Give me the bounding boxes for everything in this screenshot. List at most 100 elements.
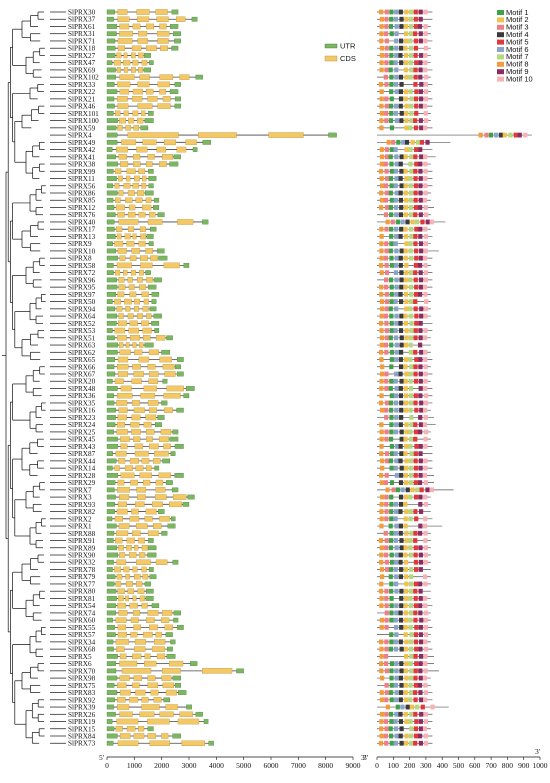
cds-block — [155, 631, 162, 638]
utr-legend-label: UTR — [340, 42, 356, 51]
motif-box — [379, 190, 384, 196]
motif-box — [414, 407, 419, 413]
motif-box — [393, 567, 398, 572]
cds-block — [117, 211, 125, 218]
motif-box — [423, 603, 428, 609]
motif-box — [418, 255, 423, 261]
utr-block — [106, 125, 117, 131]
utr-block — [106, 67, 116, 73]
utr-block — [106, 538, 114, 543]
motif-box — [379, 335, 385, 341]
utr-block — [106, 24, 118, 29]
cds-block — [147, 364, 156, 370]
gene-name: SlPRX93 — [68, 501, 96, 509]
motif-box — [398, 559, 403, 565]
motif-box — [423, 386, 428, 391]
utr-block — [106, 176, 117, 181]
cds-block — [143, 298, 149, 305]
motif-box — [393, 241, 398, 247]
motif-box — [398, 53, 403, 58]
motif-box — [418, 38, 423, 44]
cds-block — [125, 342, 130, 348]
motif-box — [405, 487, 410, 493]
utr-block — [106, 588, 117, 594]
motif-box — [408, 306, 413, 312]
motif-box — [379, 96, 384, 102]
motif-box — [384, 682, 389, 688]
cds-block — [142, 204, 152, 211]
utr-block — [172, 559, 179, 565]
motif-box — [389, 610, 394, 616]
motif-box — [398, 458, 403, 464]
gene-name: SlPRX18 — [68, 45, 96, 53]
utr-block — [106, 451, 113, 456]
motif-box — [403, 67, 408, 73]
motif-box — [383, 197, 389, 203]
cds-block — [119, 660, 138, 667]
cds-block — [127, 588, 135, 594]
motif-box — [394, 74, 399, 80]
motif-box — [418, 451, 423, 457]
utr-block — [153, 197, 160, 203]
motif-box — [418, 183, 423, 189]
cds-block — [161, 675, 172, 681]
motif-box — [408, 617, 413, 623]
motif-box — [414, 255, 419, 261]
motif-box — [413, 306, 418, 312]
motif-box — [399, 567, 404, 572]
motif-box — [400, 487, 405, 493]
motif-box — [414, 147, 419, 152]
motif-box — [393, 226, 399, 232]
motif-box — [389, 110, 394, 116]
motif-box — [399, 646, 404, 652]
motif-box — [399, 451, 404, 457]
motif-box — [393, 538, 398, 543]
cds-block — [144, 653, 151, 660]
motif-box — [408, 197, 413, 203]
utr-block — [165, 480, 173, 485]
motif-box — [398, 552, 403, 558]
motif-box — [389, 74, 394, 80]
utr-block — [236, 668, 244, 674]
cds-block — [140, 392, 155, 399]
motif-box — [404, 509, 409, 514]
utr-block — [106, 212, 116, 218]
gene-name: SlPRX61 — [68, 23, 96, 31]
motif-box — [413, 38, 418, 44]
utr-block — [175, 96, 181, 102]
motif-box — [423, 306, 429, 312]
motif-box — [389, 740, 394, 746]
cds-block — [198, 132, 237, 138]
cds-block — [138, 269, 144, 276]
cds-block — [130, 52, 136, 59]
cds-block — [124, 298, 132, 305]
utr-block — [106, 429, 114, 435]
gene-name: SlPRX56 — [68, 182, 96, 190]
utr-block — [106, 719, 113, 724]
motif-box — [422, 407, 428, 413]
motif-legend-label: Motif 1 — [506, 8, 529, 17]
motif-box — [385, 219, 390, 225]
utr-block — [106, 205, 115, 210]
motif-box — [422, 472, 428, 478]
cds-block — [128, 117, 135, 124]
motif-box — [389, 639, 394, 645]
utr-block — [177, 625, 184, 630]
motif-box — [413, 299, 418, 304]
structure-tick-label: 0 — [105, 761, 109, 770]
motif-box — [398, 509, 403, 514]
motif-box — [408, 675, 413, 681]
gene-name: SlPRX98 — [68, 675, 96, 683]
motif-box — [389, 96, 394, 102]
motif-box — [423, 9, 428, 15]
cds-block — [156, 653, 166, 660]
cds-block — [142, 573, 149, 580]
gene-name: SlPRX32 — [68, 559, 96, 567]
motif-box — [386, 139, 391, 145]
utr-block — [195, 74, 203, 80]
motif-box — [513, 132, 518, 138]
cds-block — [117, 103, 129, 109]
motif-box — [413, 277, 418, 283]
motif-box — [379, 24, 384, 29]
motif-legend-swatch — [497, 76, 504, 82]
